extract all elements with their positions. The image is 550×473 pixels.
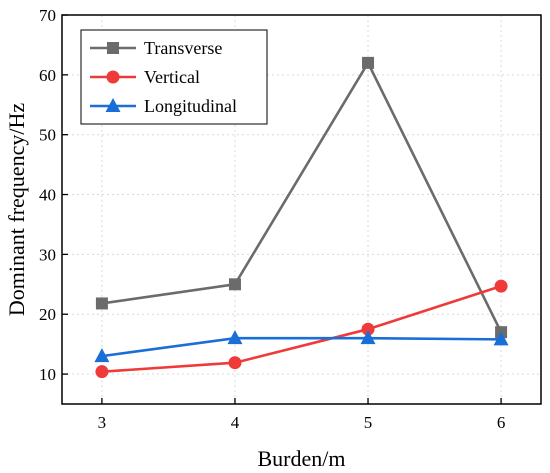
y-tick-label-5: 60 (39, 66, 56, 85)
data-point-transverse-2 (362, 56, 375, 69)
y-tick-label-2: 30 (39, 245, 56, 264)
legend-marker-vertical (106, 70, 120, 84)
x-tick-label-1: 4 (231, 413, 240, 432)
series (94, 56, 509, 379)
y-tick-label-3: 40 (39, 186, 56, 205)
series-line-transverse (101, 60, 503, 333)
data-point-vertical-1 (228, 356, 242, 370)
legend-item-longitudinal[interactable]: Longitudinal (90, 96, 237, 116)
x-axis-label: Burden/m (258, 446, 346, 471)
data-point-longitudinal-1 (227, 330, 243, 345)
series-transverse (95, 56, 508, 339)
data-point-vertical-0 (95, 365, 109, 379)
plot-frame (61, 14, 542, 405)
y-tick-label-0: 10 (39, 365, 56, 384)
x-tick-label-3: 6 (497, 413, 506, 432)
y-tick-label-1: 20 (39, 305, 56, 324)
legend[interactable]: Transverse Vertical Longitudinal (80, 29, 268, 125)
y-tick-label-4: 50 (39, 126, 56, 145)
data-point-vertical-2 (361, 322, 375, 336)
legend-marker-transverse (107, 42, 119, 54)
x-tick-label-0: 3 (98, 413, 107, 432)
legend-marker-longitudinal (105, 98, 121, 112)
data-point-vertical-3 (494, 279, 508, 293)
series-line-vertical (101, 284, 502, 373)
legend-label-longitudinal: Longitudinal (144, 96, 237, 116)
series-line-longitudinal (101, 336, 502, 358)
legend-item-transverse[interactable]: Transverse (90, 38, 222, 58)
series-longitudinal (94, 330, 509, 363)
series-vertical (95, 279, 508, 379)
axis-ticks: 3 4 5 6 10 20 30 40 50 60 70 (39, 6, 505, 432)
data-point-longitudinal-3 (493, 331, 509, 346)
data-point-transverse-0 (95, 297, 108, 310)
data-point-longitudinal-0 (94, 348, 110, 363)
legend-label-vertical: Vertical (144, 67, 200, 87)
legend-label-transverse: Transverse (144, 38, 222, 58)
data-point-longitudinal-2 (360, 330, 376, 345)
data-point-transverse-1 (228, 278, 241, 291)
x-tick-label-2: 5 (364, 413, 373, 432)
y-axis-label: Dominant frequency/Hz (4, 103, 29, 316)
legend-item-vertical[interactable]: Vertical (90, 67, 200, 87)
y-tick-label-6: 70 (39, 6, 56, 25)
